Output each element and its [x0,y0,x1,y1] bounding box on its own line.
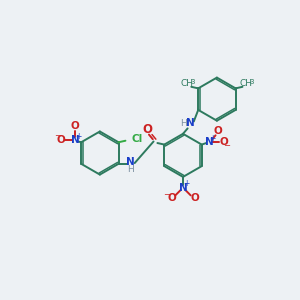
Text: O: O [70,121,80,131]
Text: −: − [224,142,231,151]
Text: 3: 3 [190,79,195,85]
Text: Cl: Cl [132,134,143,144]
Text: −: − [163,190,170,199]
Text: +: + [209,134,216,143]
Text: O: O [56,135,65,145]
Text: H: H [180,118,186,127]
Text: N: N [178,183,188,193]
Text: O: O [190,194,199,203]
Text: CH: CH [181,79,194,88]
Text: O: O [167,194,176,203]
Text: O: O [214,127,222,136]
Text: 3: 3 [250,79,254,85]
Text: N: N [205,137,214,147]
Text: N: N [127,157,135,167]
Text: O: O [220,137,228,147]
Text: N: N [186,118,195,128]
Text: +: + [75,132,81,141]
Text: −: − [54,132,61,141]
Text: +: + [183,179,189,188]
Text: N: N [70,135,80,145]
Text: O: O [142,123,152,136]
Text: CH: CH [240,79,253,88]
Text: H: H [128,165,134,174]
